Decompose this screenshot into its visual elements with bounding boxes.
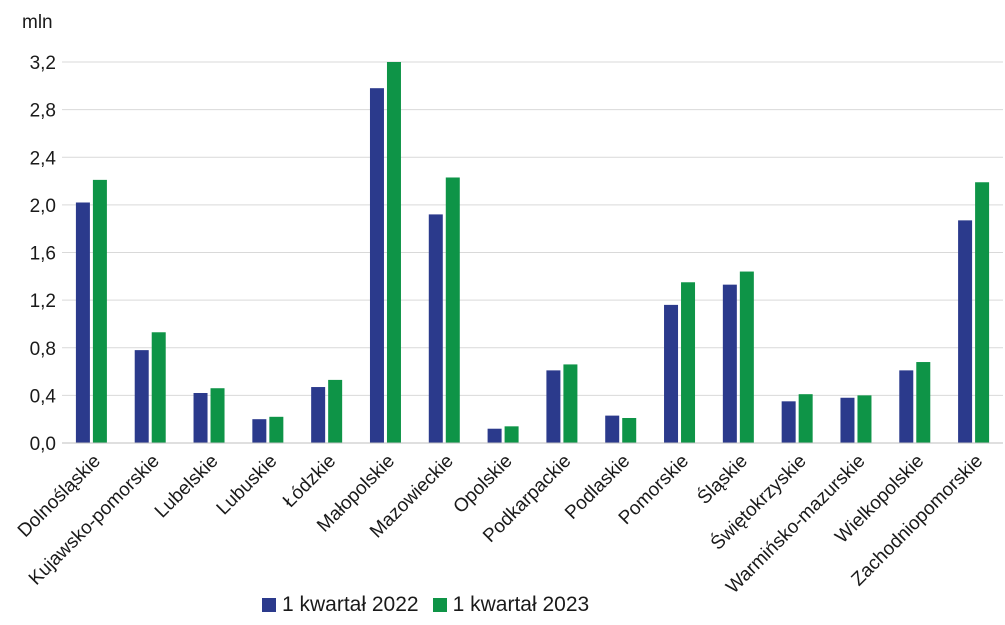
- y-tick-label: 2,4: [30, 148, 57, 169]
- legend-label-2023: 1 kwartał 2023: [452, 593, 590, 616]
- bar-2022: [193, 392, 208, 443]
- legend: 1 kwartał 2022 1 kwartał 2023: [262, 593, 589, 617]
- bar-2023: [857, 395, 872, 443]
- y-tick-label: 2,0: [30, 196, 56, 217]
- bars: [75, 62, 990, 444]
- y-tick-label: 0,8: [30, 339, 56, 360]
- x-category-label: Lubelskie: [151, 451, 223, 523]
- y-tick-label: 0,4: [30, 386, 57, 407]
- bar-2022: [722, 284, 737, 443]
- x-category-label: Śląskie: [693, 450, 752, 509]
- bar-2022: [311, 387, 326, 443]
- bar-2022: [664, 304, 679, 443]
- y-tick-label: 1,6: [30, 244, 56, 265]
- bar-2023: [798, 394, 813, 443]
- bar-2023: [386, 62, 401, 443]
- bar-2022: [899, 370, 914, 443]
- bar-2023: [92, 179, 107, 443]
- bar-2022: [428, 214, 443, 443]
- legend-item-2023: 1 kwartał 2023: [432, 593, 590, 617]
- bar-2022: [781, 401, 796, 443]
- bar-2022: [605, 415, 620, 443]
- bar-2022: [369, 88, 384, 443]
- bar-2022: [134, 350, 149, 443]
- y-axis-unit-label: mln: [22, 12, 53, 33]
- bar-2022: [487, 428, 502, 443]
- bar-2023: [210, 388, 225, 443]
- bar-2023: [681, 282, 696, 443]
- bar-2023: [504, 426, 519, 443]
- bar-2022: [840, 397, 855, 443]
- y-tick-label: 1,2: [30, 291, 56, 312]
- bar-2022: [75, 202, 90, 443]
- y-axis-ticks: 0,0 0,4 0,8 1,2 1,6 2,0 2,4 2,8 3,2: [30, 53, 57, 455]
- bar-2023: [975, 182, 990, 444]
- legend-label-2022: 1 kwartał 2022: [282, 593, 419, 616]
- legend-swatch-2022: [262, 598, 276, 612]
- bar-2023: [739, 271, 754, 443]
- gridlines: [62, 61, 1003, 396]
- bar-2023: [328, 379, 343, 443]
- bar-2023: [916, 362, 931, 443]
- legend-item-2022: 1 kwartał 2022: [262, 593, 419, 617]
- bar-2023: [445, 177, 460, 443]
- bar-2022: [546, 370, 561, 443]
- bar-2023: [622, 417, 637, 443]
- bar-2023: [151, 332, 166, 443]
- legend-swatch-2023: [432, 598, 447, 612]
- bar-2022: [958, 220, 973, 443]
- y-tick-label: 0,0: [30, 434, 56, 455]
- x-category-label: Lubuskie: [213, 451, 282, 520]
- bar-2022: [252, 419, 267, 443]
- y-tick-label: 3,2: [30, 53, 56, 74]
- bar-2023: [269, 416, 284, 443]
- category-labels: DolnośląskieKujawsko-pomorskieLubelskieL…: [14, 450, 987, 598]
- y-tick-label: 2,8: [30, 101, 56, 122]
- bar-2023: [563, 364, 578, 443]
